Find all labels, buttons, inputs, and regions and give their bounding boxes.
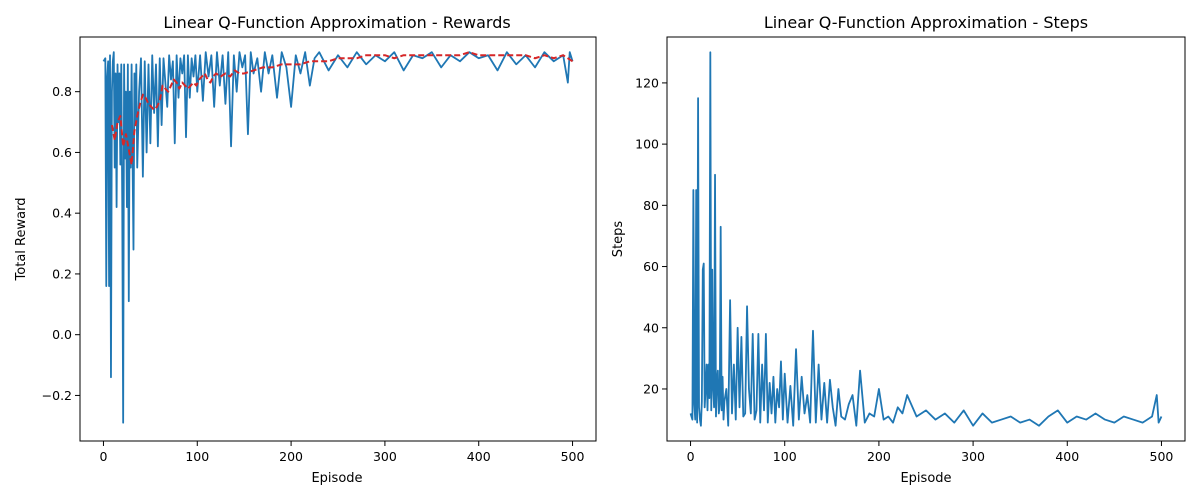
rewards-plot-area [79,36,597,442]
steps-y-tick-label: 100 [635,137,659,152]
steps-y-ticks: 20 40 60 80 100 120 [635,75,667,396]
rewards-x-tick-label: 400 [467,449,491,464]
steps-plot-background [667,37,1185,441]
rewards-series-1-line [110,51,574,166]
rewards-series-layer [102,51,574,424]
rewards-x-tick-label: 200 [279,449,303,464]
steps-x-ticks: 0 100 200 300 400 500 [687,441,1174,464]
rewards-y-tick-label: 0.8 [52,84,72,99]
rewards-plot-background [80,37,596,441]
rewards-y-ticks: −0.2 0.0 0.2 0.4 0.6 0.8 [42,84,80,403]
steps-x-tick-label: 0 [687,449,695,464]
rewards-y-tick-label: −0.2 [42,388,72,403]
rewards-y-tick-label: 0.2 [52,266,72,281]
rewards-chart-title: Linear Q-Function Approximation - Reward… [163,13,510,32]
steps-series-layer [689,51,1163,427]
steps-y-tick-label: 20 [643,381,659,396]
steps-x-axis-label: Episode [900,471,951,486]
rewards-x-axis-label: Episode [311,471,362,486]
steps-x-tick-label: 300 [961,449,985,464]
rewards-x-tick-label: 0 [99,449,107,464]
steps-x-tick-label: 400 [1055,449,1079,464]
rewards-x-tick-label: 500 [561,449,585,464]
rewards-y-axis-label: Total Reward [14,198,29,282]
steps-chart: Linear Q-Function Approximation - Steps … [611,13,1186,486]
steps-x-tick-label: 200 [867,449,891,464]
rewards-chart: Linear Q-Function Approximation - Reward… [14,13,597,486]
steps-x-tick-label: 100 [773,449,797,464]
rewards-x-tick-label: 100 [185,449,209,464]
steps-chart-title: Linear Q-Function Approximation - Steps [764,13,1088,32]
steps-y-tick-label: 60 [643,259,659,274]
rewards-axes-frame [79,36,597,442]
steps-x-tick-label: 500 [1150,449,1174,464]
rewards-y-tick-label: 0.6 [52,145,72,160]
steps-y-tick-label: 80 [643,198,659,213]
rewards-x-ticks: 0 100 200 300 400 500 [99,441,585,464]
rewards-y-tick-label: 0.0 [52,327,72,342]
steps-plot-area [666,36,1186,442]
steps-axes-frame [666,36,1186,442]
steps-y-tick-label: 40 [643,320,659,335]
steps-y-axis-label: Steps [611,221,626,258]
steps-y-tick-label: 120 [635,75,659,90]
steps-series-0-line [689,51,1163,427]
rewards-x-tick-label: 300 [373,449,397,464]
rewards-y-tick-label: 0.4 [52,206,72,221]
